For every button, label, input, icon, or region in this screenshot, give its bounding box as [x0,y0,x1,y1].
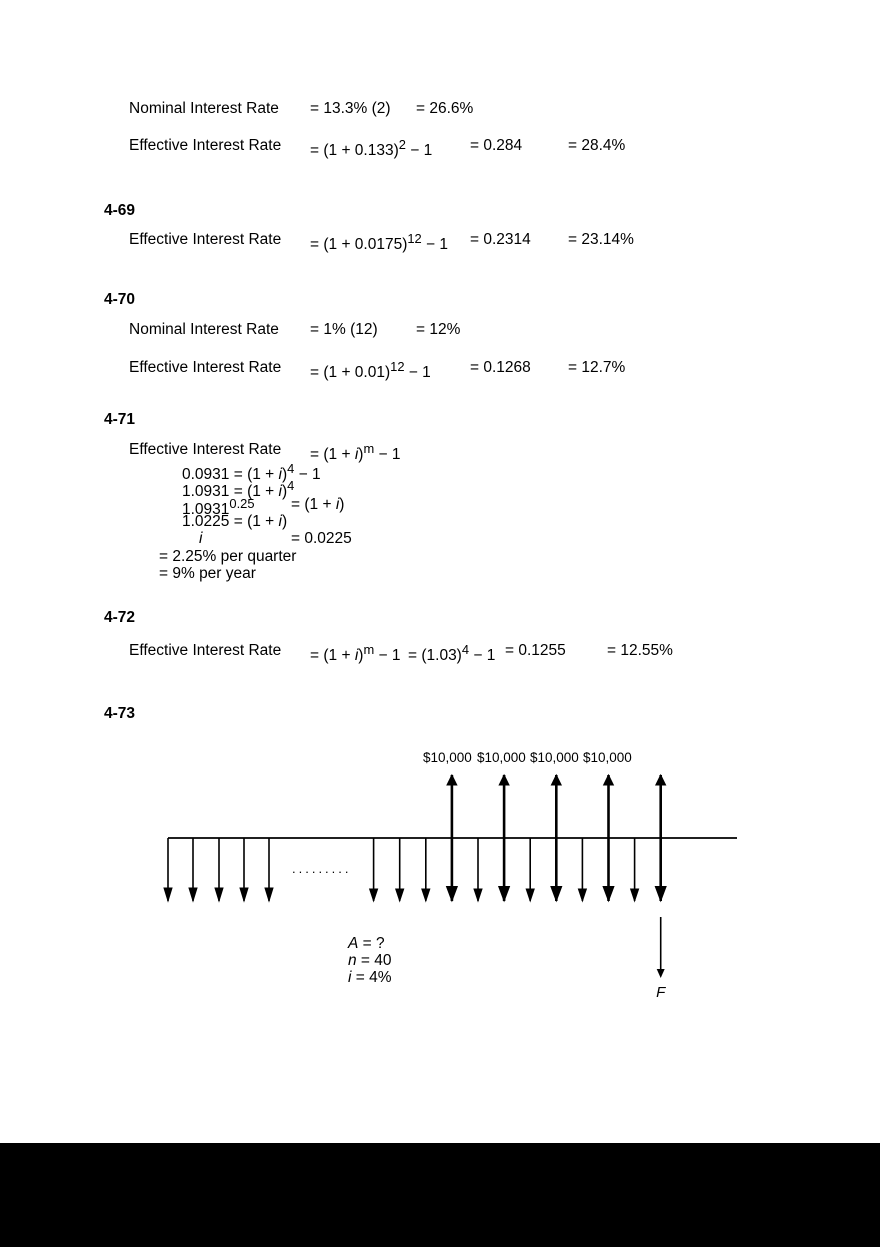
svg-text:i = 4%: i = 4% [348,969,392,986]
svg-text:$10,000: $10,000 [530,750,579,765]
svg-text:n = 40: n = 40 [348,952,392,969]
svg-text:$10,000: $10,000 [477,750,526,765]
svg-text:$10,000: $10,000 [423,750,472,765]
svg-text:.........: ......... [292,861,352,876]
svg-text:A = ?: A = ? [347,935,385,952]
svg-text:$10,000: $10,000 [583,750,632,765]
svg-text:F: F [656,984,666,1001]
